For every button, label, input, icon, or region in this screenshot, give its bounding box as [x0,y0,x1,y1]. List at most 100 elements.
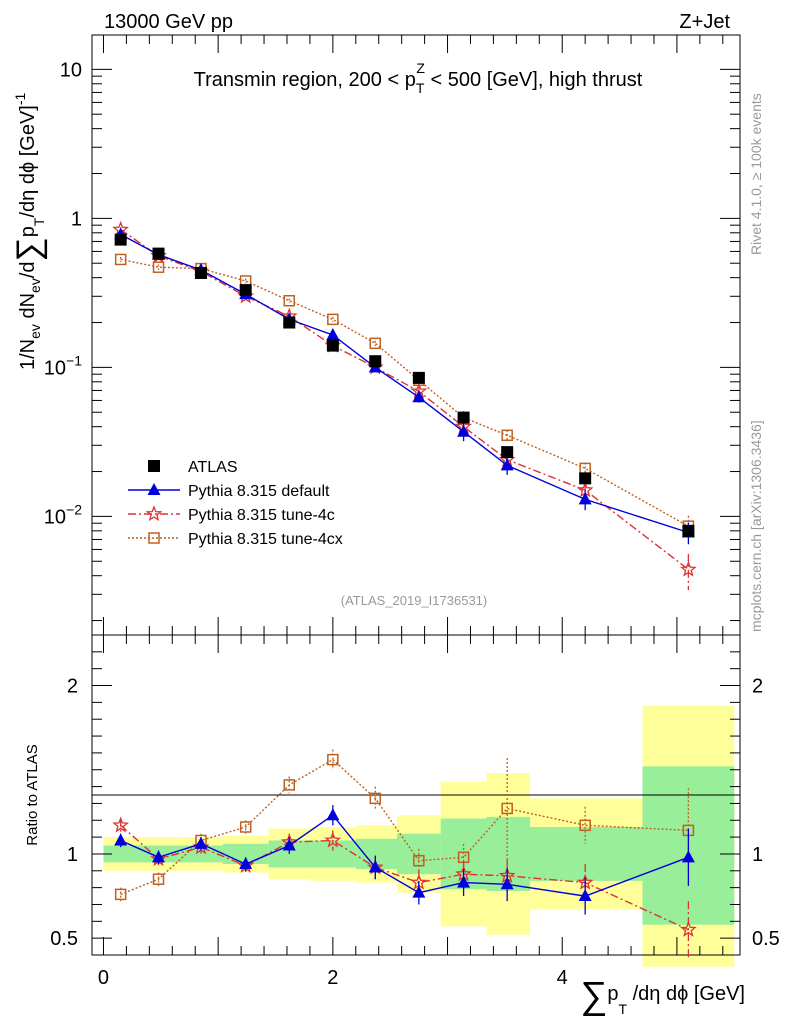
main-title: Transmin region, 200 < pTZ < 500 [GeV], … [194,60,643,96]
ratio-point-2 [327,753,339,766]
header-left: 13000 GeV pp [104,11,233,33]
ratio-ytick-label-right: 1 [752,844,763,866]
ratio-series-line-0 [120,814,689,897]
ratio-xtick-label: 2 [327,967,338,989]
ratio-point-2 [369,792,382,805]
ratio-bands [103,705,735,967]
main-ytick-label-base: 10 [60,59,82,81]
main-point-3 [327,313,339,326]
main-title-pre: Transmin region, 200 < p [194,69,416,91]
main-series-line-3 [120,258,689,527]
ratio-point-2 [283,779,296,791]
main-point-0 [412,371,425,384]
xlabel-sum: ∑ [580,975,607,1017]
main-point-0 [114,233,127,246]
ratio-band-green [530,827,643,881]
main-point-2 [680,560,697,577]
main-point-0 [194,266,207,279]
ratio-point-2 [413,854,425,867]
ratio-point-2 [239,821,252,833]
ylabel-a-sub: ev [27,324,43,339]
ratio-point-1 [324,831,342,848]
legend-label-2: Pythia 8.315 tune-4c [188,507,335,524]
legend-marker-0 [148,460,160,472]
ratio-series [112,749,697,959]
ratio-point-1 [112,816,130,833]
main-ytick-label-exp: −1 [66,352,82,368]
ratio-band-green [486,816,531,891]
main-ytick-label: 10−1 [44,352,82,379]
ratio-point-0 [578,889,592,902]
main-point-3 [283,294,296,307]
ratio-point-0 [282,838,296,851]
main-point-0 [239,284,252,297]
ratio-point-2 [579,819,591,832]
main-point-0 [682,524,695,537]
rivet-version-text: Rivet 4.1.0, ≥ 100k events [748,93,764,255]
ratio-point-0 [152,850,166,863]
main-ytick-label: 10−2 [44,501,82,528]
ratio-frame [91,634,741,956]
xlabel-a-sub: T [619,1001,628,1017]
main-ytick-label-exp: −2 [66,501,82,517]
ratio-ytick-label-left: 1 [67,844,78,866]
ylabel-sum: ∑ [10,237,48,261]
ylabel-c: /d [17,261,39,278]
ratio-point-0 [681,850,695,863]
legend-label-0: ATLAS [188,459,238,476]
mcplots-reference-text: mcplots.cern.ch [arXiv:1306.3436] [748,420,764,632]
legend: ATLAS Pythia 8.315 default Pythia 8.315 tu… [128,459,343,548]
ratio-ytick-label-right: 2 [752,676,763,698]
main-ytick-label: 10 [60,59,82,81]
ratio-ytick-label-left: 2 [67,676,78,698]
main-point-1 [326,327,340,340]
xlabel-b: /dη dϕ [GeV] [627,983,745,1005]
main-point-1 [578,492,592,505]
main-point-1 [500,458,514,471]
ylabel-d-sub: T [31,217,47,226]
main-series-line-1 [120,233,689,534]
ratio-band-green [309,840,356,868]
ratio-panel: 0.5 0.5 1 1 2 2 0 2 4 [50,634,780,989]
ylabel-b: dN [17,293,39,324]
main-title-sub: T [416,80,425,96]
ratio-point-0 [326,808,340,821]
legend-marker-3 [148,532,160,544]
main-ytick-label-base: 10 [44,506,66,528]
legend-label-1: Pythia 8.315 default [188,483,330,500]
legend-marker-1 [147,483,161,495]
main-title-sup: Z [416,60,425,76]
ratio-point-2 [501,802,513,815]
ratio-ylabel: Ratio to ATLAS [24,744,41,845]
main-point-3 [369,337,382,350]
ratio-point-0 [500,877,514,890]
ylabel-e: /dη dϕ [GeV] [17,105,39,217]
ratio-xtick-label: 0 [98,967,109,989]
main-point-1 [457,424,471,437]
main-point-0 [579,472,592,485]
main-point-3 [152,261,165,273]
legend-label-3: Pythia 8.315 tune-4cx [188,531,343,548]
ylabel-e-sup: -1 [12,92,28,105]
main-point-1 [412,390,426,403]
xlabel-a: p [607,983,618,1005]
main-series [112,220,697,591]
main-ylabel: 1/Nev dNev/d∑pT/dη dϕ [GeV]-1 [10,92,48,370]
main-point-0 [152,247,165,260]
main-ytick-label-base: 1 [71,208,82,230]
main-point-3 [114,253,127,266]
ratio-ytick-label-right: 0.5 [752,928,780,950]
main-point-0 [283,316,296,329]
ratio-series-line-1 [120,824,689,931]
main-ytick-label: 1 [71,208,82,230]
ratio-point-0 [457,875,471,888]
header-right: Z+Jet [679,11,730,33]
ratio-point-0 [114,833,128,846]
ratio-ticks: 0.5 0.5 1 1 2 2 0 2 4 [50,635,780,989]
ratio-point-0 [194,836,208,849]
ratio-point-1 [680,920,697,937]
ratio-point-0 [412,885,426,898]
main-point-0 [369,355,382,368]
main-point-0 [457,411,470,424]
